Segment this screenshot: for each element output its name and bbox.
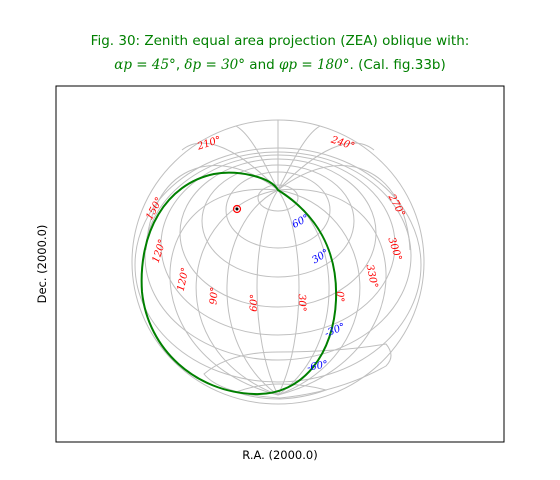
ra-label-120-inner: 120°	[176, 267, 192, 293]
ra-label-60: 60°	[249, 294, 261, 312]
phi-p-term: φp = 180°	[279, 57, 350, 73]
dec-label-minus30: -30°	[323, 322, 347, 340]
parallel-minus60	[203, 343, 392, 399]
meridian-5	[195, 189, 279, 396]
meridian-7	[169, 188, 279, 396]
meridian-13	[235, 125, 279, 191]
meridian-6	[277, 189, 361, 396]
title-line-2: αp = 45°, δp = 30° and φp = 180°. (Cal. …	[114, 57, 446, 73]
meridian-11	[181, 142, 279, 191]
dec-label-minus60: -60°	[306, 359, 329, 373]
title-line-1: Fig. 30: Zenith equal area projection (Z…	[91, 33, 470, 49]
ra-labels: 210° 240° 150° 270° 120° 300° 120° 330° …	[144, 134, 406, 312]
title-sep-2: and	[245, 57, 279, 73]
meridian-14	[277, 125, 321, 191]
marker-ring	[232, 204, 242, 214]
marker-dot	[235, 207, 239, 211]
marker	[232, 204, 242, 214]
graticule	[131, 119, 425, 405]
meridian-1	[256, 189, 279, 396]
ra-label-90: 90°	[208, 287, 220, 305]
ra-label-240: 240°	[329, 134, 356, 152]
meridian-3	[226, 189, 279, 396]
ra-label-210: 210°	[195, 135, 222, 153]
parallel-minus75	[234, 383, 328, 400]
meridian-2	[277, 189, 300, 396]
title-sep-3: . (Cal. fig.33b)	[350, 57, 446, 73]
axes-frame	[55, 85, 505, 443]
ra-label-30: 30°	[296, 294, 308, 312]
highlight-curve	[140, 171, 338, 396]
title-sep-1: ,	[176, 57, 185, 73]
ra-label-300: 300°	[385, 236, 403, 262]
ra-label-330: 330°	[364, 264, 380, 290]
alpha-p-term: αp = 45°	[114, 57, 176, 73]
x-axis-label: R.A. (2000.0)	[242, 448, 317, 462]
ra-label-120-left: 120°	[151, 238, 169, 264]
meridian-12	[277, 142, 375, 191]
meridian-10	[277, 165, 411, 251]
ra-label-0: 0°	[334, 291, 346, 303]
y-axis-label: Dec. (2000.0)	[35, 225, 49, 304]
delta-p-term: δp = 30°	[184, 57, 245, 73]
meridian-8	[277, 188, 387, 396]
